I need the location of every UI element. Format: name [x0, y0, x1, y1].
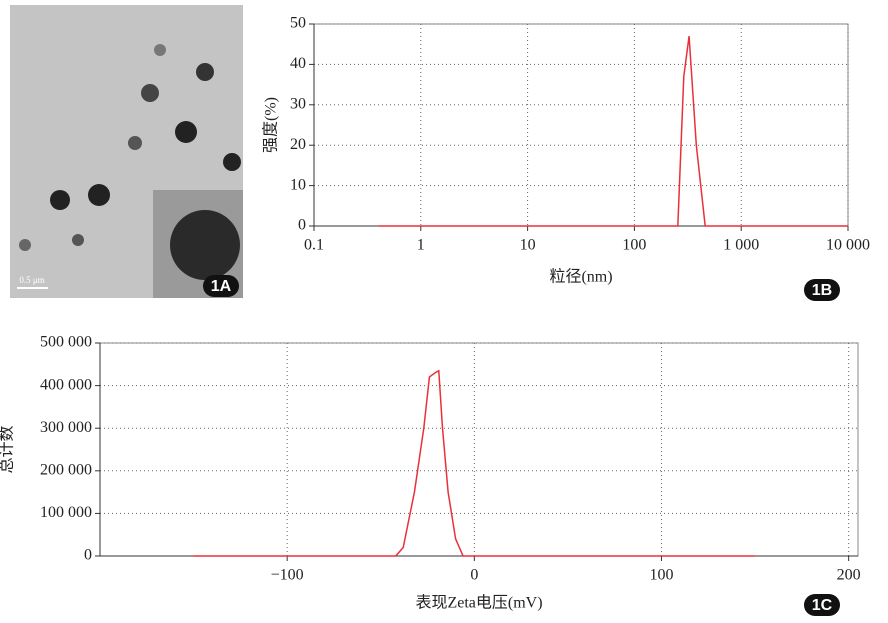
x-axis-label: 粒径(nm)	[549, 268, 612, 286]
tem-image: 0.5 μm 1A	[10, 5, 243, 298]
plot-frame	[314, 24, 848, 226]
y-tick-label: 0	[84, 547, 92, 564]
x-tick-label: −100	[271, 567, 304, 584]
y-tick-label: 10	[290, 176, 306, 193]
x-axis-label: 表现Zeta电压(mV)	[415, 594, 542, 612]
x-tick-label: 100	[622, 237, 646, 254]
y-tick-label: 300 000	[40, 419, 92, 436]
panel-label: 1C	[812, 597, 833, 614]
y-axis-label: 强度(%)	[262, 97, 280, 153]
data-line	[378, 36, 848, 226]
y-axis-label: 总计数	[0, 425, 16, 473]
plot-frame	[100, 343, 858, 556]
x-tick-label: 1 000	[723, 237, 759, 254]
y-tick-label: 50	[290, 15, 306, 32]
y-tick-label: 20	[290, 136, 306, 153]
y-tick-label: 40	[290, 55, 306, 72]
x-tick-label: 0	[470, 567, 478, 584]
x-tick-label: 0.1	[304, 237, 324, 254]
y-tick-label: 400 000	[40, 376, 92, 393]
x-tick-label: 10	[520, 237, 536, 254]
x-tick-label: 200	[837, 567, 861, 584]
y-tick-label: 200 000	[40, 461, 92, 478]
y-tick-label: 30	[290, 95, 306, 112]
panel-label: 1B	[812, 282, 832, 299]
y-tick-label: 500 000	[40, 334, 92, 351]
y-tick-label: 100 000	[40, 504, 92, 521]
x-tick-label: 10 000	[826, 237, 870, 254]
x-tick-label: 1	[417, 237, 425, 254]
x-tick-label: 100	[649, 567, 673, 584]
panel-label: 1A	[211, 278, 232, 295]
y-tick-label: 0	[298, 217, 306, 234]
scale-bar: 0.5 μm	[19, 275, 44, 285]
figure: 0.5 μm 1A 0.1 1 10 100 1 000 10 000 0 10 20 30 40 5…	[0, 0, 888, 623]
